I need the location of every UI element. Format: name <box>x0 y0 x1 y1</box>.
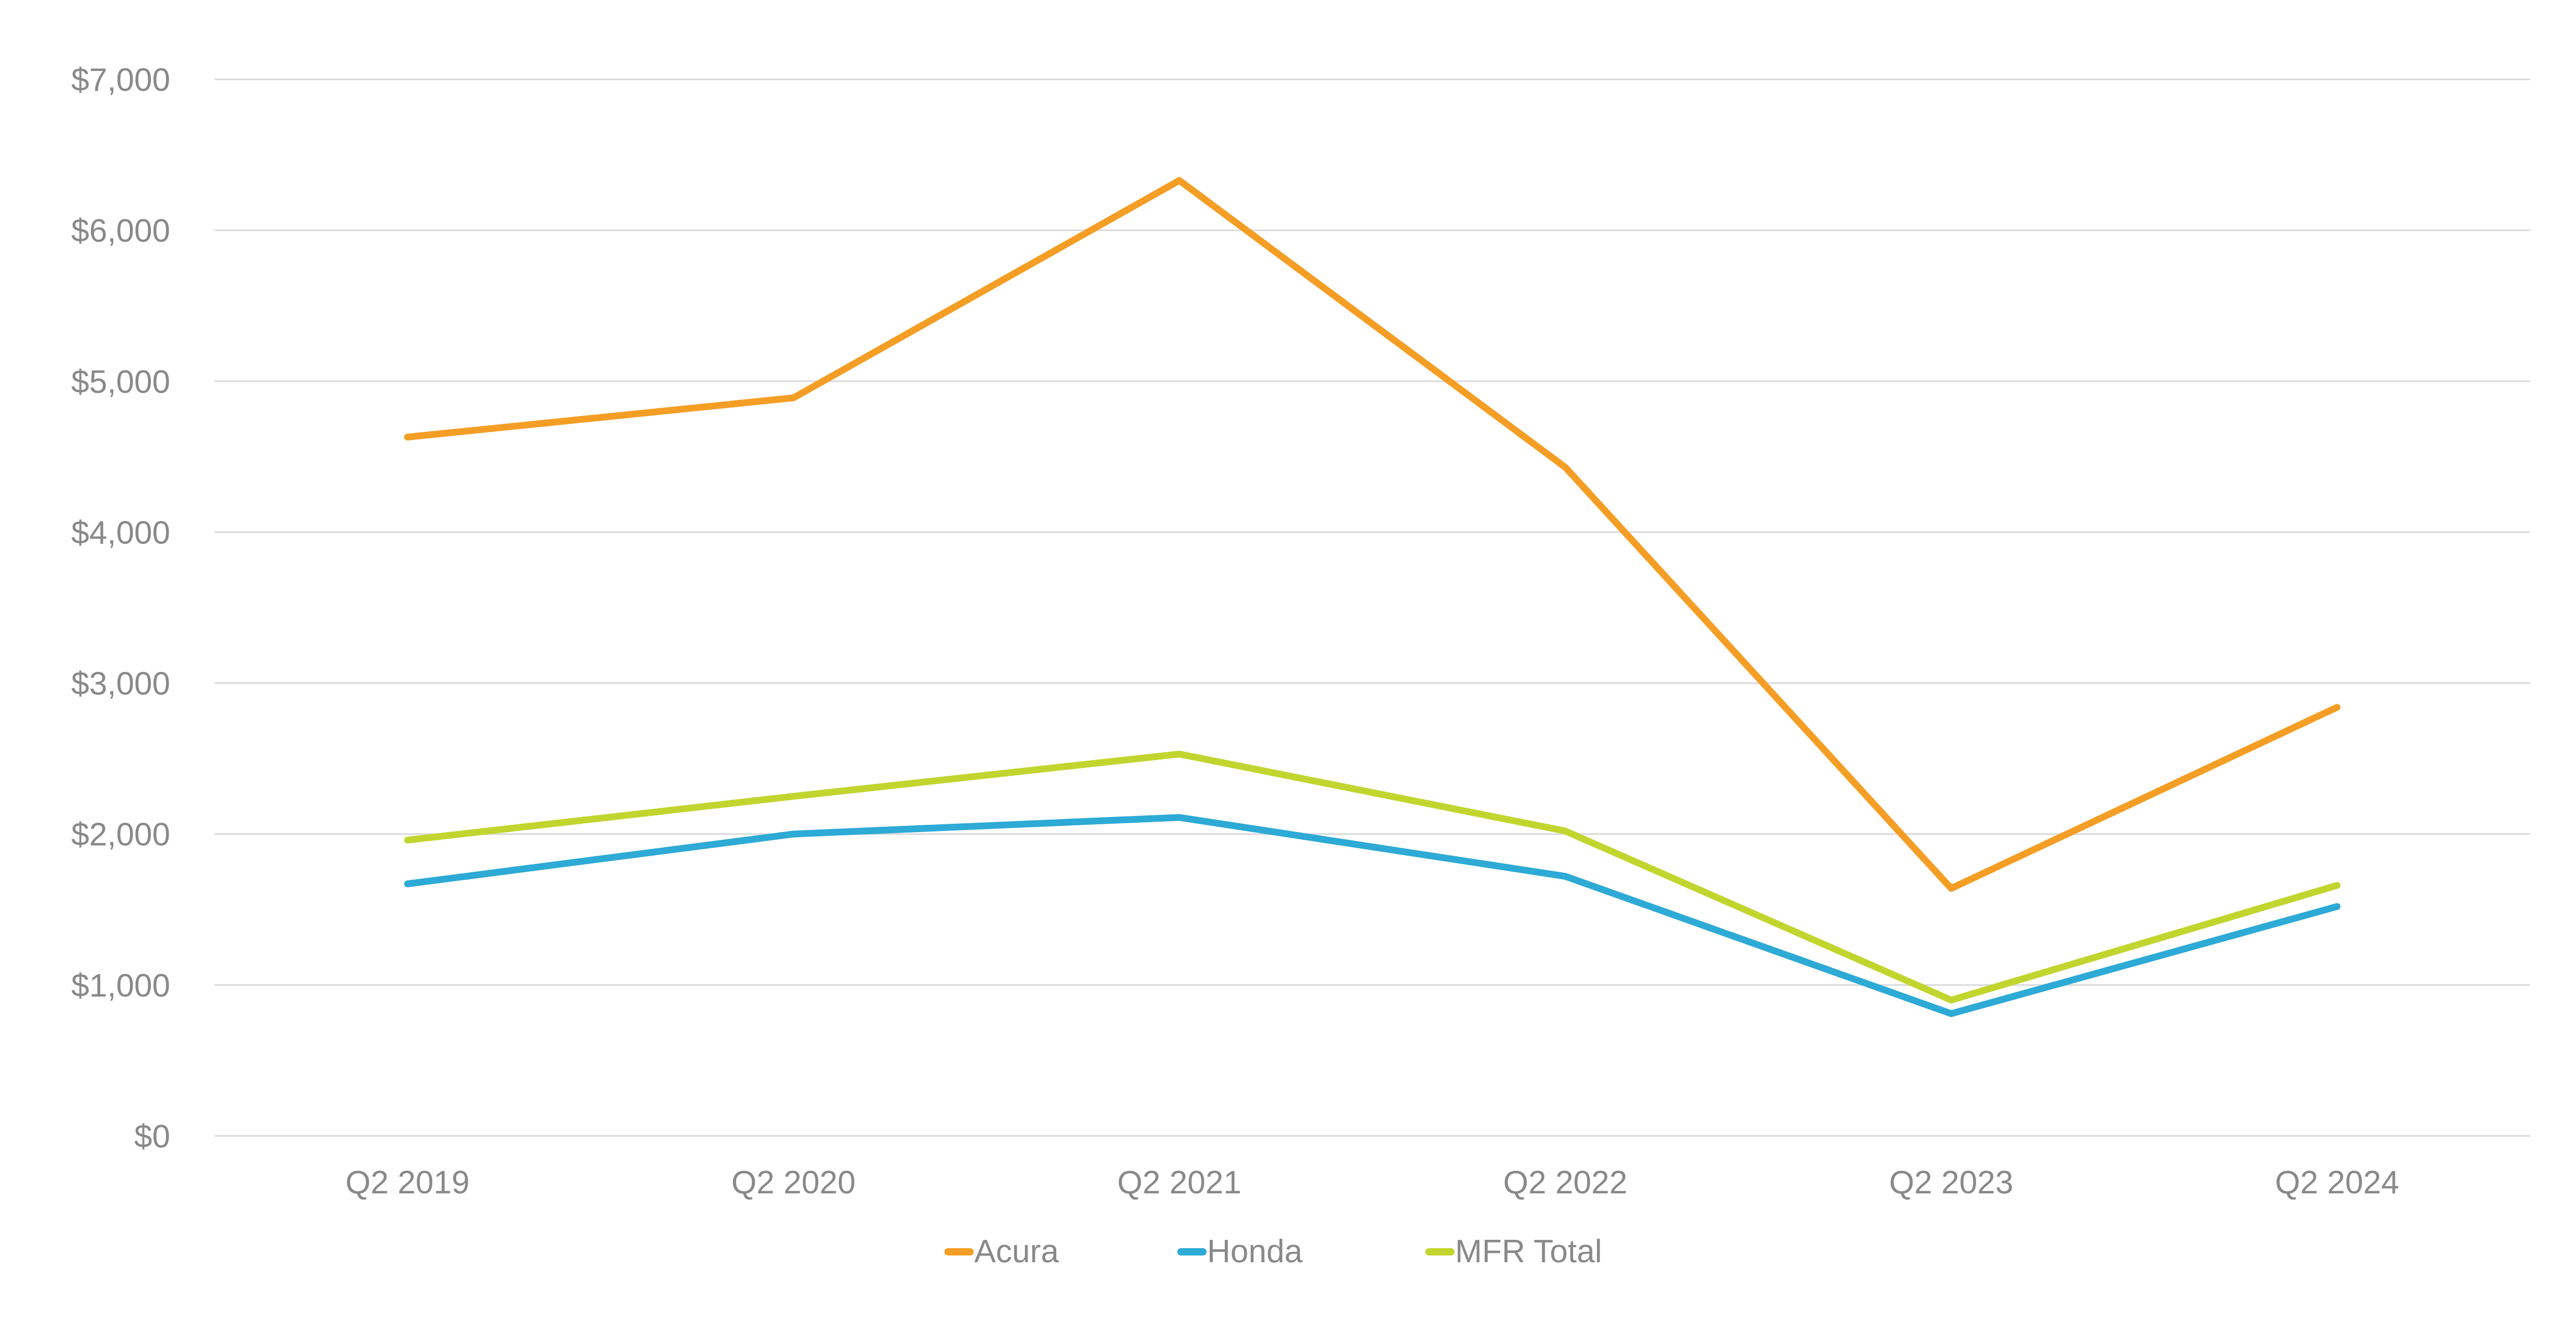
x-axis: Q2 2019 Q2 2020 Q2 2021 Q2 2022 Q2 2023 Q2 20… <box>346 1165 2400 1201</box>
series-line-acura <box>404 177 2341 892</box>
y-tick-label: $3,000 <box>71 666 170 702</box>
legend-label: Honda <box>1207 1234 1303 1270</box>
x-tick-label: Q2 2019 <box>346 1165 470 1201</box>
y-tick-label: $6,000 <box>71 213 170 249</box>
legend: Acura Honda MFR Total <box>944 1234 1602 1270</box>
y-tick-label: $5,000 <box>71 364 170 400</box>
series-lines <box>404 177 2341 1017</box>
y-tick-label: $0 <box>134 1119 170 1155</box>
legend-item: Honda <box>1177 1234 1303 1270</box>
legend-label: MFR Total <box>1455 1234 1602 1270</box>
series-line-mfr-total <box>404 750 2341 1004</box>
y-tick-label: $1,000 <box>71 968 170 1004</box>
x-tick-label: Q2 2022 <box>1503 1165 1627 1201</box>
x-tick-label: Q2 2023 <box>1889 1165 2013 1201</box>
legend-label: Acura <box>974 1234 1059 1270</box>
gridlines <box>215 78 2530 1137</box>
y-tick-label: $2,000 <box>71 817 170 853</box>
x-tick-label: Q2 2020 <box>731 1165 856 1201</box>
y-axis: $0 $1,000 $2,000 $3,000 $4,000 $5,000 $6,000 $7… <box>71 62 170 1155</box>
series-line-honda <box>404 814 2341 1017</box>
y-tick-label: $7,000 <box>71 62 170 98</box>
x-tick-label: Q2 2024 <box>2275 1165 2399 1201</box>
legend-item: Acura <box>944 1234 1059 1270</box>
y-tick-label: $4,000 <box>71 515 170 551</box>
x-tick-label: Q2 2021 <box>1117 1165 1242 1201</box>
legend-item: MFR Total <box>1425 1234 1602 1270</box>
